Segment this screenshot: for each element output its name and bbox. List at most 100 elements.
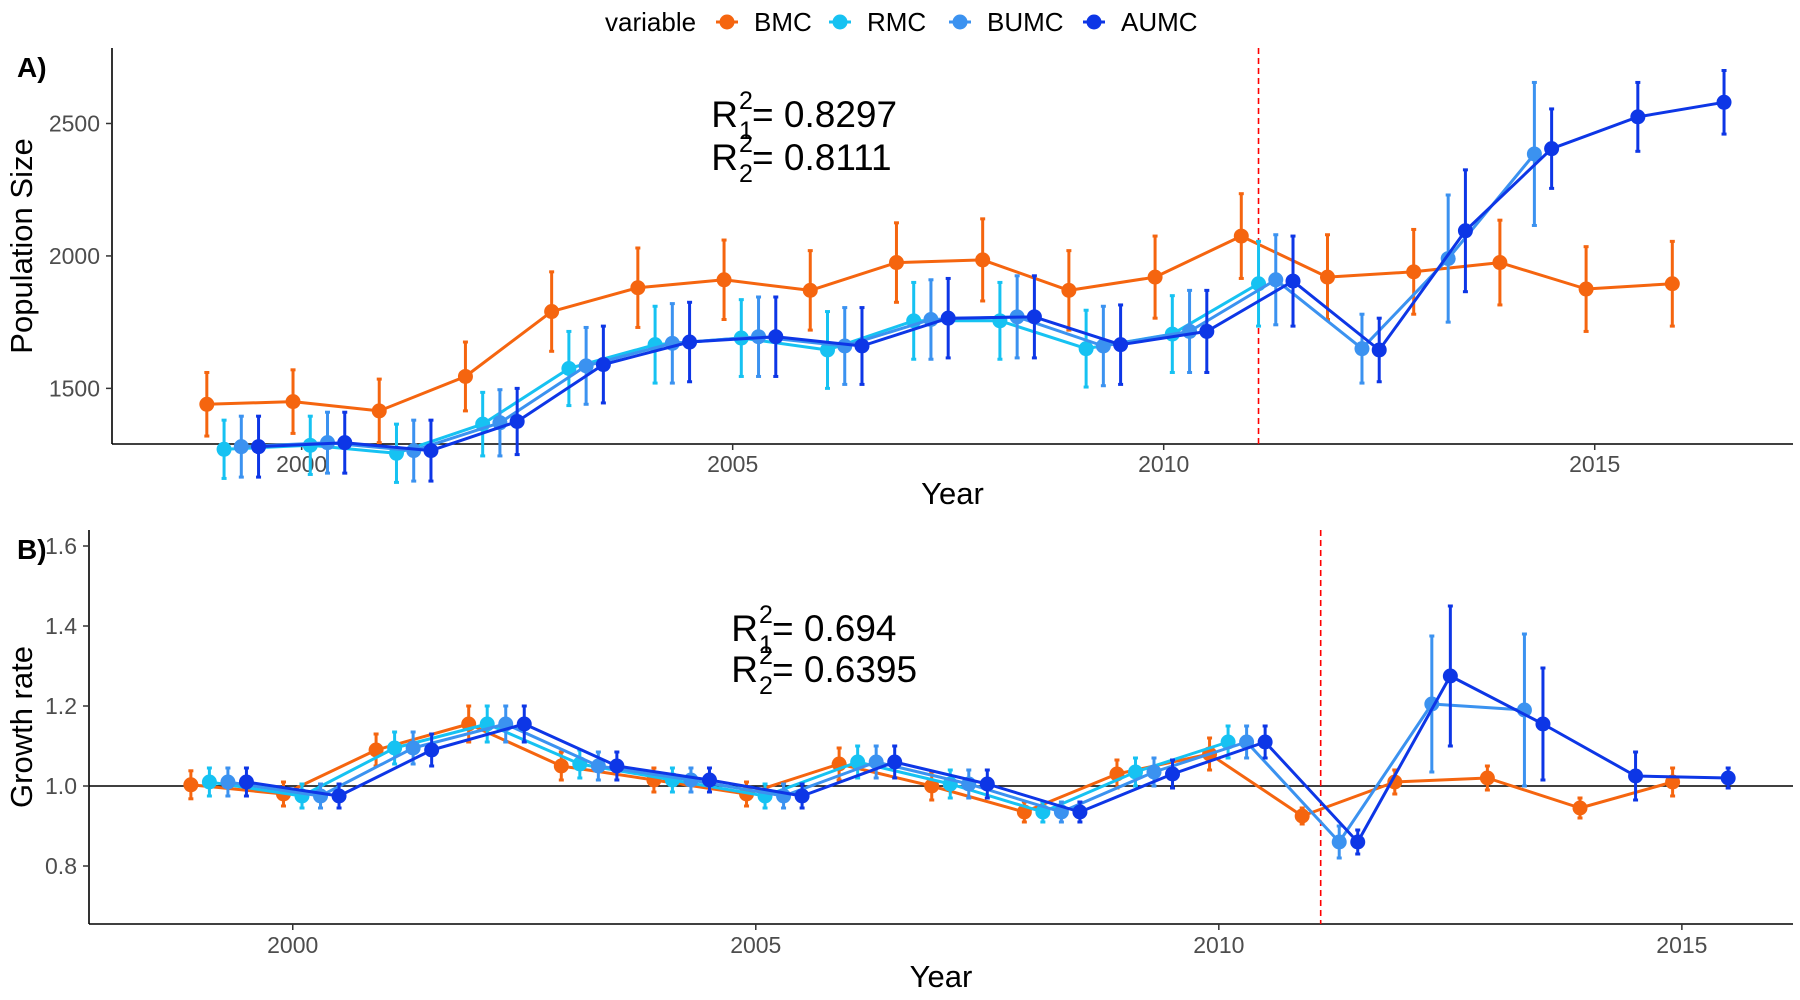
y-tick-label: 1.0 xyxy=(45,773,77,799)
data-point xyxy=(1257,734,1273,750)
data-point xyxy=(1630,109,1646,125)
data-point xyxy=(1061,282,1077,298)
data-point xyxy=(516,716,532,732)
data-point xyxy=(1268,272,1284,288)
data-point xyxy=(1628,768,1644,784)
data-point xyxy=(1535,716,1551,732)
series-line xyxy=(258,100,1725,453)
data-point xyxy=(701,772,717,788)
data-point xyxy=(406,443,422,459)
data-point xyxy=(578,358,594,374)
data-point xyxy=(1233,228,1249,244)
data-point xyxy=(1285,273,1301,289)
panel-b: 2000 2005 2010 2015 0.8 1.0 1.2 1.4 1.6 Year Growt… xyxy=(4,530,1793,994)
data-point xyxy=(216,441,232,457)
x-tick-label: 2015 xyxy=(1656,932,1707,958)
data-point xyxy=(457,368,473,384)
data-point xyxy=(940,310,956,326)
series-bmc xyxy=(199,192,1680,445)
annotation-superscript: 2 xyxy=(759,642,773,670)
data-point xyxy=(1147,269,1163,285)
data-point xyxy=(850,754,866,770)
data-point xyxy=(368,742,384,758)
data-point xyxy=(337,435,353,451)
data-point xyxy=(285,394,301,410)
data-point xyxy=(1331,834,1347,850)
data-point xyxy=(924,778,940,794)
data-point xyxy=(1492,255,1508,271)
data-point xyxy=(1406,264,1422,280)
data-point xyxy=(1350,834,1366,850)
annotation-value: = 0.6395 xyxy=(772,649,917,690)
data-point xyxy=(887,754,903,770)
x-tick-label: 2000 xyxy=(267,932,318,958)
data-point xyxy=(553,758,569,774)
annotation-subscript: 1 xyxy=(759,631,773,659)
x-tick-label: 2010 xyxy=(1138,451,1189,477)
data-point xyxy=(1578,281,1594,297)
data-point xyxy=(1387,774,1403,790)
data-point xyxy=(802,282,818,298)
data-point xyxy=(201,774,217,790)
legend-entry-aumc: AUMC xyxy=(1083,7,1198,37)
y-tick-label: 2500 xyxy=(49,110,100,136)
data-point xyxy=(1664,276,1680,292)
annotation-superscript: 2 xyxy=(739,130,753,158)
series-bumc xyxy=(233,80,1542,483)
x-tick-label: 2005 xyxy=(730,932,781,958)
data-point xyxy=(716,272,732,288)
series-line xyxy=(206,234,1673,413)
data-point xyxy=(331,788,347,804)
r-squared-annotation: R 22 = 0.8111 xyxy=(711,130,891,188)
data-point xyxy=(1127,764,1143,780)
r-squared-annotation: R 21 = 0.694 xyxy=(731,601,896,659)
y-tick-label: 2000 xyxy=(49,243,100,269)
panel-a: 2000 2005 2010 2015 1500 2000 2500 Year Populati… xyxy=(4,48,1793,511)
data-point xyxy=(233,439,249,455)
data-point xyxy=(1526,146,1542,162)
data-point xyxy=(1716,94,1732,110)
data-point xyxy=(1294,808,1310,824)
data-point xyxy=(220,774,236,790)
data-point xyxy=(768,329,784,345)
x-axis-title: Year xyxy=(921,476,984,511)
data-point xyxy=(682,334,698,350)
y-tick-label: 1.6 xyxy=(45,533,77,559)
data-point xyxy=(238,774,254,790)
data-point xyxy=(1720,770,1736,786)
series-aumc xyxy=(238,604,1736,856)
x-tick-label: 2005 xyxy=(707,451,758,477)
data-point xyxy=(854,338,870,354)
data-point xyxy=(1457,223,1473,239)
legend-entry-bumc: BUMC xyxy=(949,7,1064,37)
legend-key-point xyxy=(1086,14,1102,30)
data-point xyxy=(1113,337,1129,353)
data-point xyxy=(251,439,267,455)
legend: variable BMC RMC BUMC AUMC xyxy=(605,7,1198,37)
data-point xyxy=(183,777,199,793)
annotation-value: = 0.8111 xyxy=(752,137,892,178)
data-point xyxy=(630,280,646,296)
annotation-main: R xyxy=(731,608,758,649)
data-point xyxy=(1182,323,1198,339)
x-tick-label: 2010 xyxy=(1193,932,1244,958)
data-point xyxy=(794,788,810,804)
data-point xyxy=(1544,141,1560,157)
data-point xyxy=(371,403,387,419)
x-axis-title: Year xyxy=(910,959,973,994)
y-axis-title: Growth rate xyxy=(4,646,39,808)
r-squared-annotation: R 21 = 0.8297 xyxy=(711,87,897,145)
data-point xyxy=(387,740,403,756)
data-point xyxy=(1479,770,1495,786)
y-tick-label: 0.8 xyxy=(45,853,77,879)
data-point xyxy=(1026,309,1042,325)
data-point xyxy=(509,413,525,429)
series-bumc xyxy=(220,632,1532,860)
data-point xyxy=(313,788,329,804)
data-point xyxy=(1371,342,1387,358)
data-point xyxy=(1146,764,1162,780)
data-point xyxy=(975,252,991,268)
legend-key-point xyxy=(719,14,735,30)
y-tick-label: 1.4 xyxy=(45,613,77,639)
